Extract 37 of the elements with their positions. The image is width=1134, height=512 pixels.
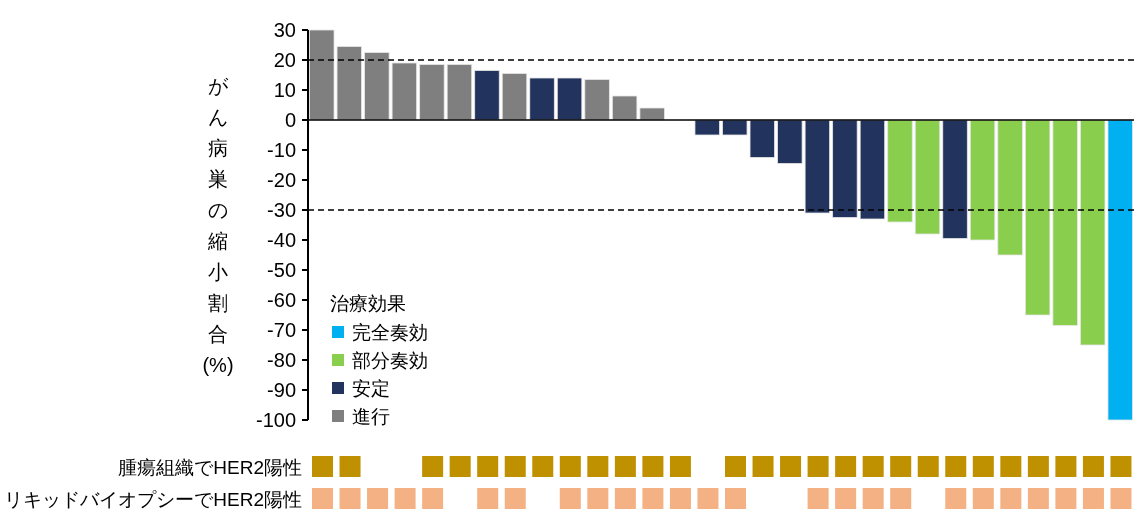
- bar: [969, 119, 996, 241]
- bar: [887, 119, 913, 223]
- y-tick-label: -50: [267, 259, 296, 281]
- ylabel: がん病巣の縮小割合(%): [202, 74, 234, 376]
- y-tick-label: -10: [267, 139, 296, 161]
- bar: [584, 79, 610, 121]
- y-tick-label: -100: [255, 409, 296, 431]
- bar: [529, 77, 555, 121]
- y-tick-label: -90: [267, 379, 296, 401]
- legend-label: 安定: [352, 378, 390, 399]
- bar: [832, 119, 858, 218]
- legend-label: 部分奏効: [352, 350, 428, 371]
- y-tick-label: -40: [267, 229, 296, 251]
- bar: [556, 77, 583, 121]
- bar: [997, 119, 1023, 256]
- bar: [446, 64, 473, 121]
- legend-label: 進行: [352, 406, 390, 427]
- y-tick-label: -80: [267, 349, 296, 371]
- series-label: リキッドバイオプシーでHER2陽性: [4, 488, 302, 510]
- bar: [501, 73, 528, 121]
- y-tick-label: 0: [284, 109, 296, 131]
- legend-title: 治療効果: [330, 293, 406, 314]
- y-tick-label: -70: [267, 319, 296, 341]
- bar: [694, 119, 720, 136]
- series-label: 腫瘍組織でHER2陽性: [118, 456, 302, 478]
- bar: [914, 119, 941, 235]
- legend-label: 完全奏効: [352, 322, 428, 343]
- bar: [474, 70, 500, 121]
- y-tick-label: 10: [273, 79, 296, 101]
- y-tick-label: -20: [267, 169, 296, 191]
- bar: [942, 119, 968, 239]
- y-tick-label: -60: [267, 289, 296, 311]
- y-tick-label: 20: [273, 49, 296, 71]
- y-tick-label: 30: [273, 19, 296, 41]
- bar: [419, 64, 445, 121]
- y-tick-label: -30: [267, 199, 296, 221]
- bar: [859, 119, 886, 220]
